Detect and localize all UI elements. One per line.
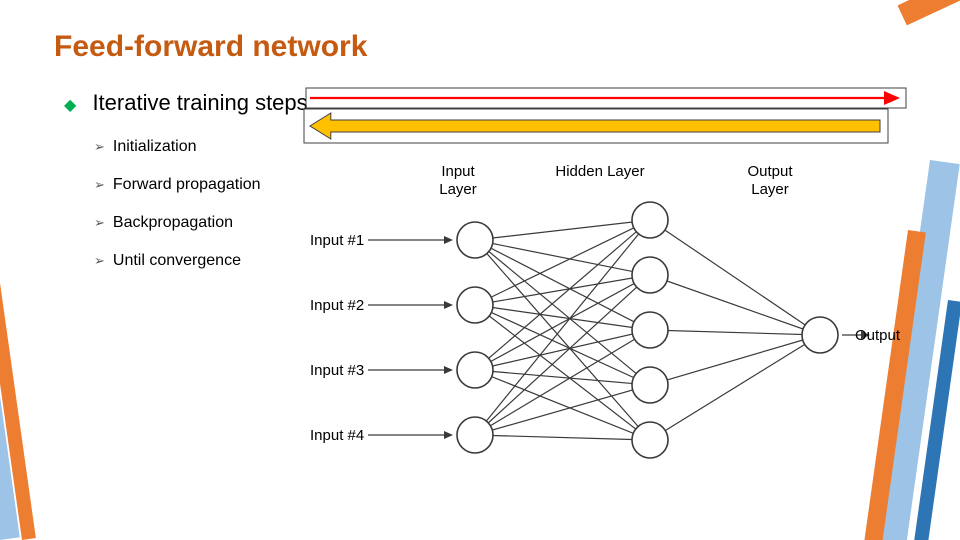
bullet-item: ➢ Forward propagation bbox=[94, 176, 261, 194]
bullet-item: ➢ Until convergence bbox=[94, 252, 241, 270]
bullet-item: ➢ Backpropagation bbox=[94, 214, 233, 232]
chevron-right-icon: ➢ bbox=[94, 177, 105, 193]
neural-network-diagram: InputLayerHidden LayerOutputLayerInput #… bbox=[300, 160, 960, 510]
svg-text:Input #4: Input #4 bbox=[310, 427, 364, 444]
svg-text:Input #3: Input #3 bbox=[310, 362, 364, 379]
svg-text:Output: Output bbox=[747, 163, 793, 180]
svg-text:Output: Output bbox=[855, 327, 901, 344]
chevron-right-icon: ➢ bbox=[94, 253, 105, 269]
svg-text:Hidden Layer: Hidden Layer bbox=[555, 163, 644, 180]
bullet-text: Forward propagation bbox=[113, 176, 261, 193]
bullet-text: Backpropagation bbox=[113, 214, 233, 231]
svg-text:Input #2: Input #2 bbox=[310, 297, 364, 314]
propagation-arrows bbox=[0, 0, 960, 160]
bullet-text: Until convergence bbox=[113, 252, 241, 269]
svg-text:Input: Input bbox=[441, 163, 475, 180]
svg-text:Layer: Layer bbox=[439, 181, 477, 198]
svg-text:Layer: Layer bbox=[751, 181, 789, 198]
svg-text:Input #1: Input #1 bbox=[310, 232, 364, 249]
chevron-right-icon: ➢ bbox=[94, 215, 105, 231]
